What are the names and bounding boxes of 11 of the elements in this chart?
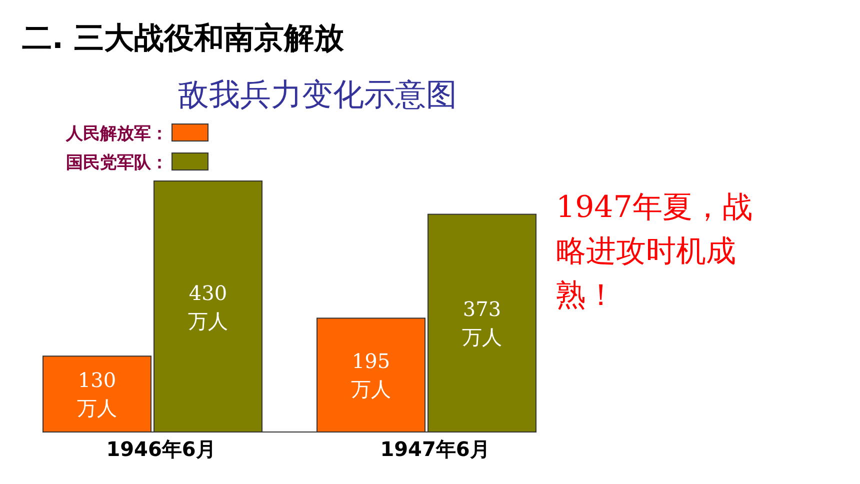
label: 195万人 xyxy=(350,348,392,404)
subtitle: 敌我兵力变化示意图 xyxy=(178,76,457,115)
legend-label: 国民党军队： xyxy=(66,152,168,174)
label: 130万人 xyxy=(76,367,118,422)
label: 373万人 xyxy=(461,296,503,352)
legend-label: 人民解放军： xyxy=(66,123,168,145)
title: 二. 三大战役和南京解放 xyxy=(22,20,344,58)
category: 1947年6月 xyxy=(379,436,491,463)
category: 1946年6月 xyxy=(105,436,217,463)
annotation: 1947年夏，战略进攻时机成熟！ xyxy=(556,189,754,315)
label: 430万人 xyxy=(187,280,229,334)
